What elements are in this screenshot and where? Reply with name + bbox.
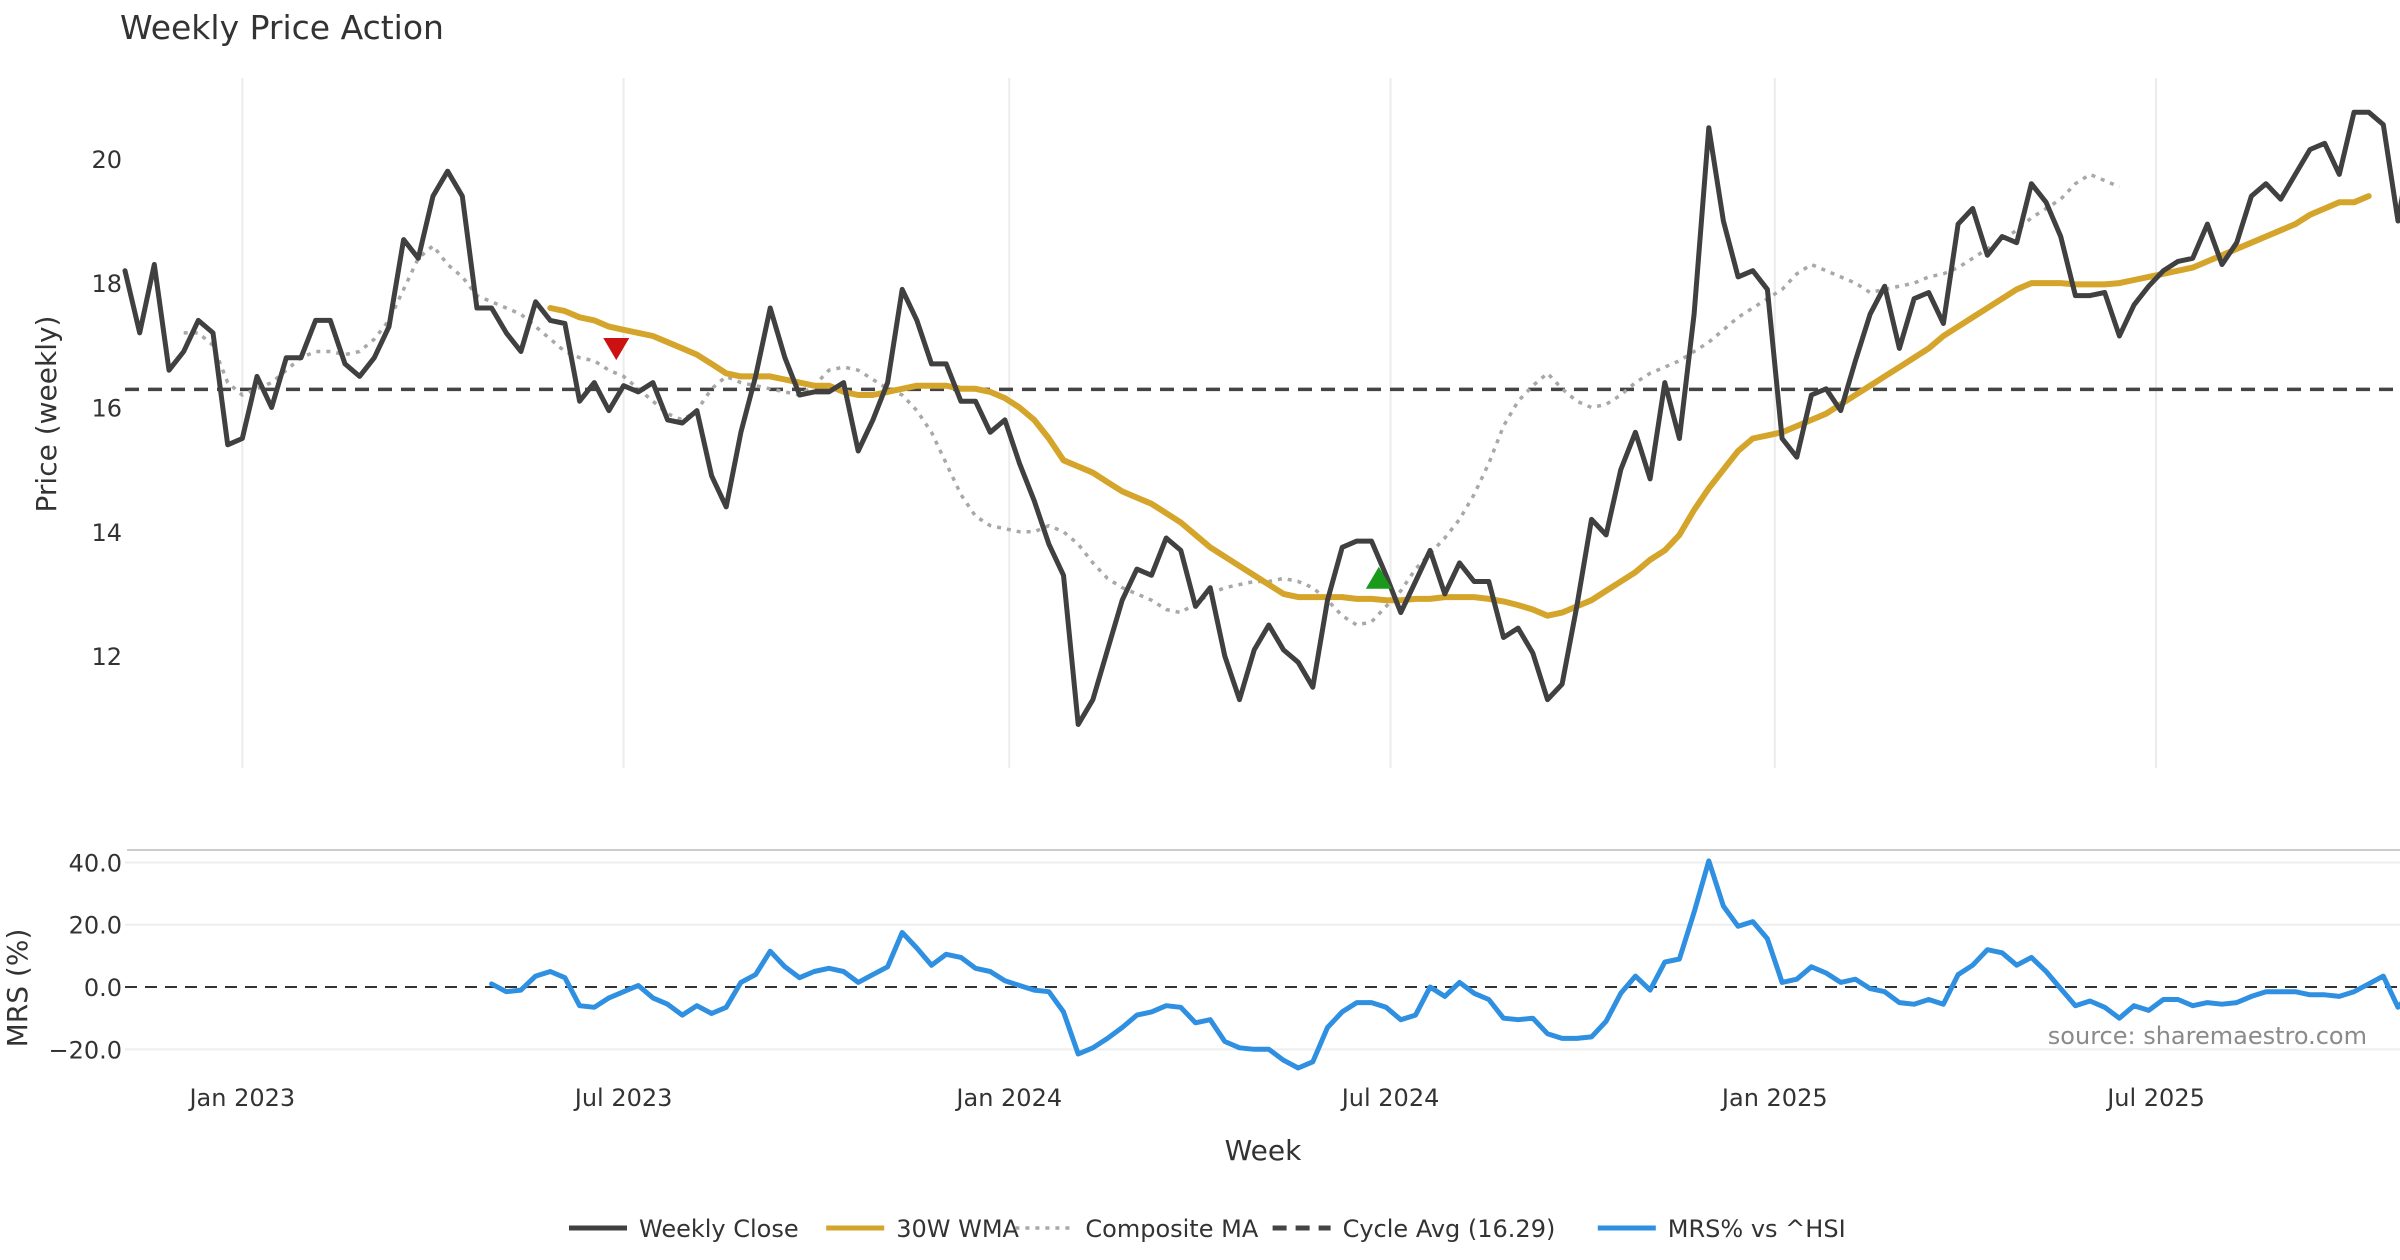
series-30w-wma	[547, 193, 2372, 619]
price-y-ticks: 12 14 16 18 20	[91, 146, 122, 671]
x-tick-jul-2024: Jul 2024	[1340, 1084, 1440, 1112]
mrs-y-tick-20-0: 20.0	[69, 912, 122, 940]
x-tick-jan-2025: Jan 2025	[1720, 1084, 1828, 1112]
price-y-tick-16: 16	[91, 394, 122, 422]
source-credit: source: sharemaestro.com	[2048, 1022, 2367, 1050]
legend-item-mrs-vs-hsi: MRS% vs ^HSI	[1597, 1215, 1846, 1243]
mrs-y-tick-20-0: −20.0	[48, 1036, 122, 1064]
price-gridlines	[241, 78, 2158, 768]
price-series	[122, 109, 2400, 727]
legend-item-30w-wma: 30W WMA	[826, 1215, 1020, 1243]
price-y-tick-14: 14	[91, 519, 122, 547]
x-tick-jan-2023: Jan 2023	[187, 1084, 295, 1112]
legend-item-cycle-avg-16-29: Cycle Avg (16.29)	[1272, 1215, 1556, 1243]
x-tick-jul-2023: Jul 2023	[573, 1084, 673, 1112]
x-tick-jan-2024: Jan 2024	[954, 1084, 1062, 1112]
legend-label: MRS% vs ^HSI	[1668, 1215, 1846, 1243]
legend-label: Composite MA	[1085, 1215, 1258, 1243]
price-y-tick-12: 12	[91, 643, 122, 671]
series-mrs-vs-hsi	[489, 858, 2400, 1071]
sell-signal-marker	[603, 338, 630, 361]
series-composite-ma	[183, 172, 2121, 627]
legend-label: Cycle Avg (16.29)	[1343, 1215, 1556, 1243]
series-weekly-close	[122, 109, 2400, 727]
legend-item-composite-ma: Composite MA	[1015, 1215, 1259, 1243]
mrs-y-axis-label: MRS (%)	[1, 929, 34, 1048]
legend-label: Weekly Close	[639, 1215, 799, 1243]
x-axis-label: Week	[1225, 1134, 1302, 1167]
mrs-series	[489, 858, 2400, 1071]
chart-title: Weekly Price Action	[120, 8, 444, 47]
mrs-y-tick-0-0: 0.0	[84, 974, 122, 1002]
price-y-tick-20: 20	[91, 146, 122, 174]
buy-signal-marker	[1365, 566, 1392, 589]
x-tick-jul-2025: Jul 2025	[2105, 1084, 2205, 1112]
mrs-y-ticks: 40.0 20.0 0.0 −20.0	[48, 849, 122, 1064]
x-axis-ticks: Jan 2023 Jul 2023 Jan 2024 Jul 2024 Jan 2025…	[187, 1084, 2204, 1112]
mrs-y-tick-40-0: 40.0	[69, 849, 122, 877]
legend-item-weekly-close: Weekly Close	[569, 1215, 799, 1243]
price-y-axis-label: Price (weekly)	[30, 316, 63, 513]
price-y-tick-18: 18	[91, 270, 122, 298]
legend-label: 30W WMA	[896, 1215, 1019, 1243]
signal-markers	[603, 338, 1392, 589]
legend: Weekly Close 30W WMA Composite MA Cycle Avg…	[569, 1215, 1846, 1243]
